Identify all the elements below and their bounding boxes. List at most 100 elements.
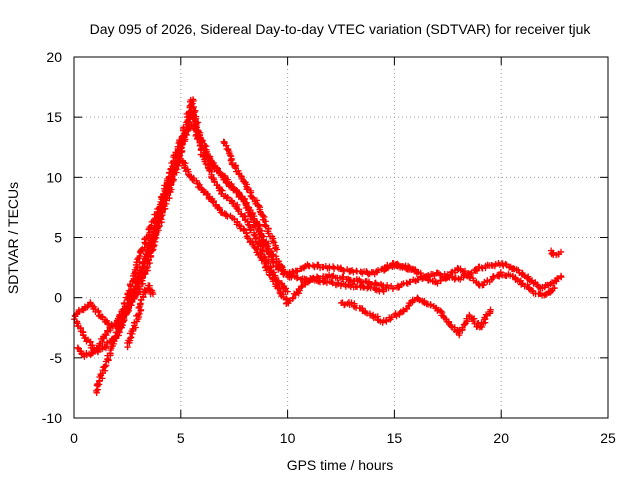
data-point xyxy=(383,282,391,289)
data-point xyxy=(325,271,333,279)
x-tick-label: 10 xyxy=(280,430,296,446)
data-point xyxy=(103,332,110,339)
data-point xyxy=(99,375,106,382)
data-point xyxy=(166,175,174,182)
data-point xyxy=(435,270,443,277)
axis-ticks xyxy=(73,56,609,419)
data-point xyxy=(405,302,412,310)
x-tick-label: 15 xyxy=(387,430,403,446)
data-point xyxy=(551,284,558,292)
data-point xyxy=(510,265,517,272)
data-point xyxy=(149,290,157,298)
data-point xyxy=(74,344,81,351)
y-tick-label: 10 xyxy=(46,169,62,185)
data-point xyxy=(414,276,421,283)
data-point xyxy=(142,270,149,278)
data-point xyxy=(129,295,136,302)
y-tick-label: 15 xyxy=(46,109,62,125)
data-point xyxy=(247,226,254,234)
data-point xyxy=(388,313,395,321)
data-point xyxy=(98,313,106,320)
data-point xyxy=(168,171,176,179)
data-point xyxy=(120,312,127,319)
data-point xyxy=(143,265,150,272)
data-point xyxy=(93,387,100,395)
series-track-5 xyxy=(124,282,157,351)
data-point xyxy=(427,302,435,309)
series-track-6 xyxy=(220,138,281,253)
x-tick-label: 5 xyxy=(177,430,185,446)
series-track-4 xyxy=(93,157,387,397)
data-point xyxy=(160,194,168,201)
chart-title: Day 095 of 2026, Sidereal Day-to-day VTE… xyxy=(90,21,592,37)
data-point xyxy=(466,273,473,280)
data-point xyxy=(227,152,234,159)
data-point xyxy=(270,259,277,266)
data-point xyxy=(134,277,141,285)
grid xyxy=(74,57,608,418)
y-tick-label: -10 xyxy=(42,410,62,426)
data-point xyxy=(557,272,565,280)
data-point xyxy=(328,278,335,285)
data-point xyxy=(138,275,146,282)
data-point xyxy=(189,114,197,122)
data-point xyxy=(461,321,468,328)
data-point xyxy=(119,306,126,313)
x-tick-label: 20 xyxy=(493,430,509,446)
data-point xyxy=(146,229,153,236)
data-point xyxy=(224,213,231,220)
data-point xyxy=(323,279,331,287)
data-point xyxy=(416,296,423,304)
data-point xyxy=(415,295,422,302)
data-point xyxy=(219,187,226,194)
data-point xyxy=(273,246,281,253)
data-point xyxy=(206,154,213,161)
data-point xyxy=(172,166,179,173)
data-point xyxy=(557,248,565,256)
data-point xyxy=(434,280,441,287)
data-point xyxy=(102,343,110,350)
data-point xyxy=(293,274,301,282)
data-point xyxy=(112,321,120,328)
x-tick-labels: 0 5 10 15 20 25 xyxy=(70,430,616,446)
data-point xyxy=(261,239,269,246)
data-point xyxy=(265,271,273,278)
data-point xyxy=(195,183,202,191)
data-point xyxy=(261,213,268,221)
data-point xyxy=(340,301,348,309)
x-tick-label: 25 xyxy=(600,430,616,446)
data-point xyxy=(127,282,134,289)
data-point xyxy=(95,308,102,316)
data-point xyxy=(111,338,118,345)
data-point xyxy=(244,186,251,193)
series-track-3 xyxy=(74,121,565,360)
series-track-7 xyxy=(337,294,494,339)
data-point xyxy=(448,323,455,330)
series-track-9 xyxy=(547,247,565,259)
data-point xyxy=(241,212,248,220)
data-point xyxy=(482,311,490,318)
data-point xyxy=(134,274,142,281)
series-track-8 xyxy=(380,261,558,299)
data-point xyxy=(104,319,111,327)
data-point xyxy=(158,200,166,208)
data-point xyxy=(389,285,397,292)
data-point xyxy=(120,299,128,307)
data-point xyxy=(127,334,135,341)
data-point xyxy=(92,347,99,354)
data-point xyxy=(396,310,403,317)
data-point xyxy=(230,199,237,207)
data-point xyxy=(250,231,258,238)
data-point xyxy=(419,298,427,306)
data-point xyxy=(102,363,109,370)
data-point xyxy=(383,265,390,272)
x-tick-label: 0 xyxy=(70,430,78,446)
x-axis-label: GPS time / hours xyxy=(287,457,394,473)
data-point xyxy=(186,173,194,180)
data-point xyxy=(284,288,291,295)
data-point xyxy=(235,193,243,201)
data-point xyxy=(124,306,132,313)
data-point xyxy=(171,167,178,174)
data-point xyxy=(99,338,106,346)
